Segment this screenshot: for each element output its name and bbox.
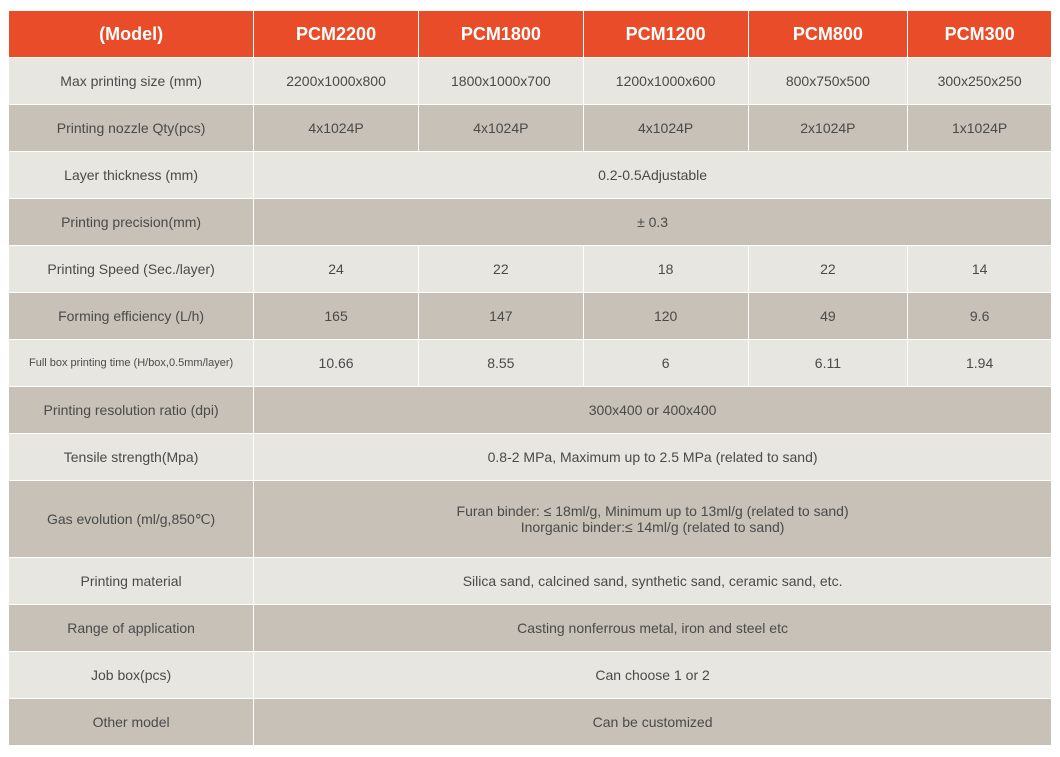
row-cell: 6: [584, 340, 748, 386]
row-label: Layer thickness (mm): [9, 152, 253, 198]
row-span-value: Can choose 1 or 2: [254, 652, 1051, 698]
table-row: Tensile strength(Mpa)0.8-2 MPa, Maximum …: [9, 434, 1051, 480]
row-cell: 4x1024P: [419, 105, 583, 151]
row-label: Printing Speed (Sec./layer): [9, 246, 253, 292]
row-label: Printing nozzle Qty(pcs): [9, 105, 253, 151]
row-label: Range of application: [9, 605, 253, 651]
row-cell: 18: [584, 246, 748, 292]
row-cell: 2x1024P: [749, 105, 908, 151]
row-span-value: 300x400 or 400x400: [254, 387, 1051, 433]
row-span-value: ± 0.3: [254, 199, 1051, 245]
row-cell: 2200x1000x800: [254, 58, 418, 104]
row-label: Printing precision(mm): [9, 199, 253, 245]
row-label: Forming efficiency (L/h): [9, 293, 253, 339]
table-row: Job box(pcs)Can choose 1 or 2: [9, 652, 1051, 698]
row-cell: 22: [749, 246, 908, 292]
row-cell: 1x1024P: [908, 105, 1051, 151]
table-row: Printing resolution ratio (dpi)300x400 o…: [9, 387, 1051, 433]
table-row: Printing nozzle Qty(pcs)4x1024P4x1024P4x…: [9, 105, 1051, 151]
row-span-value: Silica sand, calcined sand, synthetic sa…: [254, 558, 1051, 604]
row-label: Printing resolution ratio (dpi): [9, 387, 253, 433]
row-label: Full box printing time (H/box,0.5mm/laye…: [9, 340, 253, 386]
header-model-2: PCM1200: [584, 11, 748, 57]
table-row: Printing precision(mm)± 0.3: [9, 199, 1051, 245]
row-cell: 4x1024P: [254, 105, 418, 151]
row-cell: 165: [254, 293, 418, 339]
table-row: Range of applicationCasting nonferrous m…: [9, 605, 1051, 651]
row-cell: 10.66: [254, 340, 418, 386]
table-row: Gas evolution (ml/g,850℃)Furan binder: ≤…: [9, 481, 1051, 557]
table-row: Printing Speed (Sec./layer)2422182214: [9, 246, 1051, 292]
header-label: (Model): [9, 11, 253, 57]
row-span-value: Can be customized: [254, 699, 1051, 745]
row-cell: 49: [749, 293, 908, 339]
table-row: Forming efficiency (L/h)165147120499.6: [9, 293, 1051, 339]
row-cell: 4x1024P: [584, 105, 748, 151]
row-cell: 1.94: [908, 340, 1051, 386]
row-cell: 800x750x500: [749, 58, 908, 104]
table-row: Other modelCan be customized: [9, 699, 1051, 745]
table-body: Max printing size (mm)2200x1000x8001800x…: [9, 58, 1051, 745]
row-cell: 9.6: [908, 293, 1051, 339]
row-label: Tensile strength(Mpa): [9, 434, 253, 480]
table-row: Printing materialSilica sand, calcined s…: [9, 558, 1051, 604]
spec-table: (Model) PCM2200 PCM1800 PCM1200 PCM800 P…: [8, 10, 1052, 746]
row-span-value: Casting nonferrous metal, iron and steel…: [254, 605, 1051, 651]
row-cell: 1200x1000x600: [584, 58, 748, 104]
row-cell: 300x250x250: [908, 58, 1051, 104]
row-span-value: Furan binder: ≤ 18ml/g, Minimum up to 13…: [254, 481, 1051, 557]
row-label: Job box(pcs): [9, 652, 253, 698]
table-row: Layer thickness (mm)0.2-0.5Adjustable: [9, 152, 1051, 198]
row-cell: 120: [584, 293, 748, 339]
row-label: Printing material: [9, 558, 253, 604]
table-row: Full box printing time (H/box,0.5mm/laye…: [9, 340, 1051, 386]
row-span-value: 0.8-2 MPa, Maximum up to 2.5 MPa (relate…: [254, 434, 1051, 480]
row-cell: 24: [254, 246, 418, 292]
row-label: Other model: [9, 699, 253, 745]
row-cell: 6.11: [749, 340, 908, 386]
row-cell: 22: [419, 246, 583, 292]
row-label: Max printing size (mm): [9, 58, 253, 104]
row-cell: 147: [419, 293, 583, 339]
table-row: Max printing size (mm)2200x1000x8001800x…: [9, 58, 1051, 104]
row-cell: 14: [908, 246, 1051, 292]
header-row: (Model) PCM2200 PCM1800 PCM1200 PCM800 P…: [9, 11, 1051, 57]
header-model-0: PCM2200: [254, 11, 418, 57]
row-label: Gas evolution (ml/g,850℃): [9, 481, 253, 557]
header-model-3: PCM800: [749, 11, 908, 57]
header-model-4: PCM300: [908, 11, 1051, 57]
row-cell: 8.55: [419, 340, 583, 386]
header-model-1: PCM1800: [419, 11, 583, 57]
row-cell: 1800x1000x700: [419, 58, 583, 104]
row-span-value: 0.2-0.5Adjustable: [254, 152, 1051, 198]
